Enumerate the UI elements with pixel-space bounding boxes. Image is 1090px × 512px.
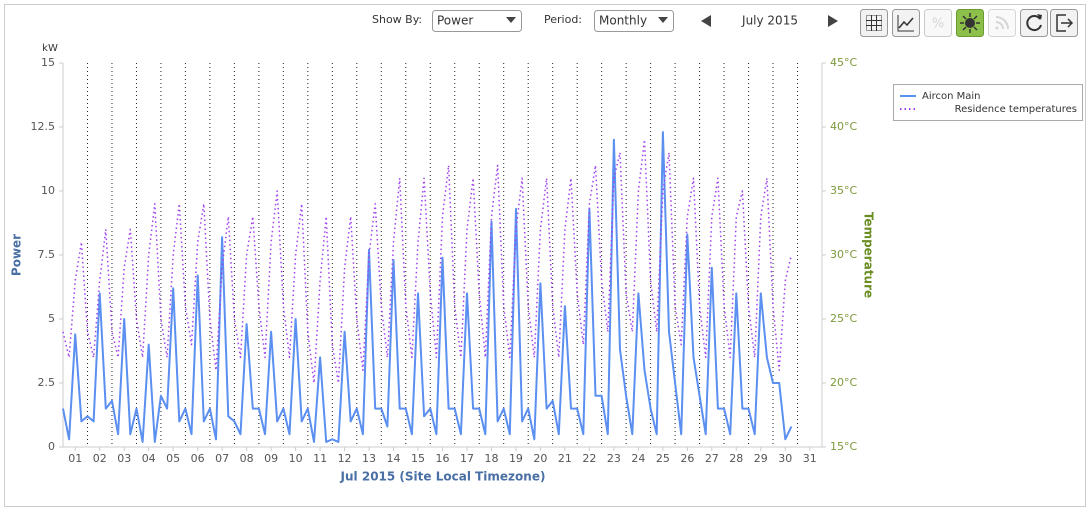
x-tick-label: 27 — [705, 452, 719, 465]
x-tick-label: 31 — [803, 452, 817, 465]
x-tick-label: 02 — [93, 452, 107, 465]
previous-period[interactable] — [701, 15, 711, 27]
x-tick-label: 08 — [240, 452, 254, 465]
x-tick-label: 12 — [338, 452, 352, 465]
period-label: Period: — [544, 13, 582, 26]
x-tick-label: 23 — [607, 452, 621, 465]
y2-tick-label: 30°C — [830, 248, 857, 261]
y-tick-label: 2.5 — [38, 376, 56, 389]
y-tick-label: 10 — [41, 184, 55, 197]
y2-axis-title: Temperature — [862, 212, 876, 298]
x-tick-label: 22 — [582, 452, 596, 465]
show-by-label: Show By: — [372, 13, 422, 26]
temperature-button[interactable] — [956, 9, 984, 37]
y2-tick-label: 35°C — [830, 184, 857, 197]
x-tick-label: 11 — [313, 452, 327, 465]
x-tick-label: 10 — [289, 452, 303, 465]
panel-border — [4, 4, 1086, 507]
legend-box — [893, 84, 1083, 121]
series-line — [62, 131, 793, 443]
series-line — [62, 139, 793, 384]
x-tick-label: 16 — [436, 452, 450, 465]
x-tick-label: 21 — [558, 452, 572, 465]
y-tick-label: 0 — [48, 440, 55, 453]
period-select[interactable]: Monthly — [594, 10, 674, 32]
x-tick-label: 28 — [729, 452, 743, 465]
feed-button[interactable] — [988, 9, 1016, 37]
y-tick-label: 15 — [41, 56, 55, 69]
export-button[interactable] — [1050, 9, 1078, 37]
y2-tick-label: 45°C — [830, 56, 857, 69]
x-tick-label: 06 — [191, 452, 205, 465]
y2-tick-label: 20°C — [830, 376, 857, 389]
x-tick-label: 07 — [215, 452, 229, 465]
chart-view-button[interactable] — [892, 9, 920, 37]
x-tick-label: 15 — [411, 452, 425, 465]
x-tick-label: 14 — [387, 452, 401, 465]
y-tick-label: 7.5 — [38, 248, 56, 261]
x-tick-label: 03 — [117, 452, 131, 465]
x-axis-title: Jul 2015 (Site Local Timezone) — [340, 470, 546, 484]
percent-button[interactable]: % — [924, 9, 952, 37]
legend-label: Residence temperatures — [955, 104, 1077, 115]
svg-text:%: % — [932, 17, 944, 32]
x-tick-label: 18 — [484, 452, 498, 465]
x-tick-label: 09 — [264, 452, 278, 465]
x-tick-label: 13 — [362, 452, 376, 465]
y-tick-label: 12.5 — [31, 120, 56, 133]
period-value: Monthly — [599, 14, 647, 28]
y-tick-label: 5 — [48, 312, 55, 325]
x-tick-label: 26 — [680, 452, 694, 465]
x-tick-label: 17 — [460, 452, 474, 465]
x-tick-label: 24 — [631, 452, 645, 465]
x-tick-label: 01 — [68, 452, 82, 465]
x-tick-label: 04 — [142, 452, 156, 465]
y-axis-title: Power — [10, 234, 24, 276]
x-tick-label: 30 — [778, 452, 792, 465]
show-by-value: Power — [437, 14, 473, 28]
y2-tick-label: 25°C — [830, 312, 857, 325]
refresh-button[interactable] — [1020, 9, 1048, 37]
current-period: July 2015 — [741, 14, 798, 28]
y2-tick-label: 15°C — [830, 440, 857, 453]
show-by-select[interactable]: Power — [432, 10, 522, 32]
legend-label: Aircon Main — [922, 91, 981, 102]
y-unit: kW — [42, 43, 58, 54]
y2-tick-label: 40°C — [830, 120, 857, 133]
table-view-button[interactable] — [860, 9, 888, 37]
x-tick-label: 29 — [754, 452, 768, 465]
next-period[interactable] — [828, 15, 838, 27]
x-tick-label: 25 — [656, 452, 670, 465]
x-tick-label: 20 — [533, 452, 547, 465]
x-tick-label: 05 — [166, 452, 180, 465]
x-tick-label: 19 — [509, 452, 523, 465]
